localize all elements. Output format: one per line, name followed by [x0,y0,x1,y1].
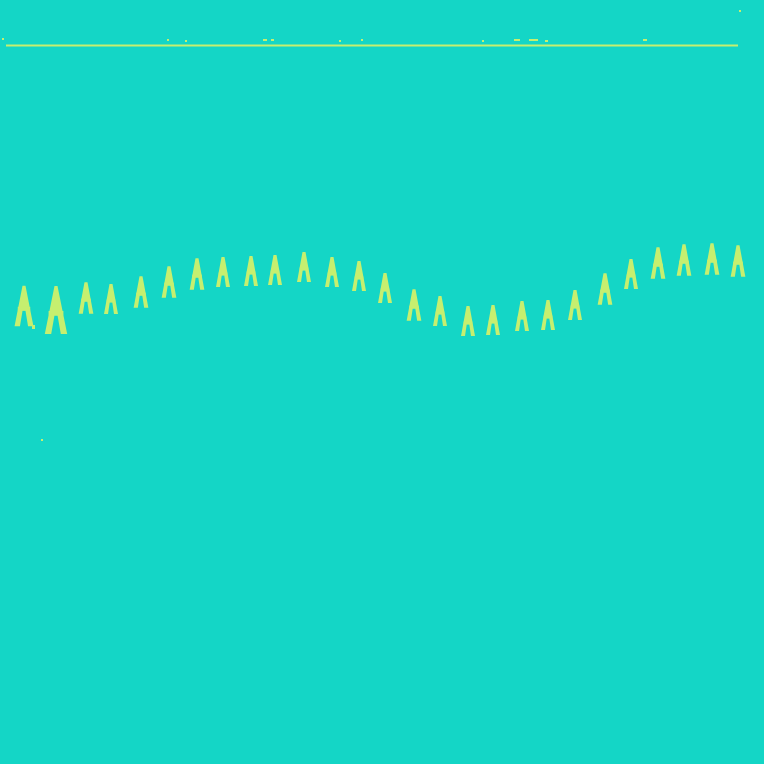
speck [32,325,35,329]
